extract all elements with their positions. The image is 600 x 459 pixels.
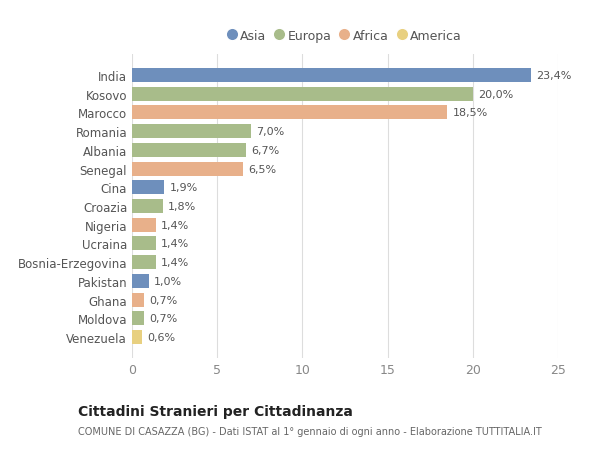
Bar (132, 125, 251, 139)
Text: 0,6%: 0,6% (148, 332, 175, 342)
Bar (132, 200, 163, 213)
Bar (132, 330, 142, 344)
Bar (132, 237, 156, 251)
Bar (132, 88, 473, 101)
Text: 1,4%: 1,4% (161, 257, 189, 268)
Bar (132, 293, 144, 307)
Text: 1,8%: 1,8% (168, 202, 196, 212)
Bar (132, 274, 149, 288)
Text: 1,4%: 1,4% (161, 220, 189, 230)
Text: 20,0%: 20,0% (478, 90, 513, 100)
Text: 1,9%: 1,9% (169, 183, 198, 193)
Text: Cittadini Stranieri per Cittadinanza: Cittadini Stranieri per Cittadinanza (78, 404, 353, 419)
Bar (132, 312, 144, 325)
Text: 6,5%: 6,5% (248, 164, 276, 174)
Text: 0,7%: 0,7% (149, 313, 177, 324)
Bar (132, 144, 246, 157)
Text: COMUNE DI CASAZZA (BG) - Dati ISTAT al 1° gennaio di ogni anno - Elaborazione TU: COMUNE DI CASAZZA (BG) - Dati ISTAT al 1… (78, 426, 542, 436)
Text: 7,0%: 7,0% (256, 127, 284, 137)
Text: 23,4%: 23,4% (536, 71, 571, 81)
Text: 6,7%: 6,7% (251, 146, 280, 156)
Text: 18,5%: 18,5% (452, 108, 488, 118)
Bar (132, 162, 243, 176)
Bar (132, 256, 156, 269)
Bar (132, 218, 156, 232)
Bar (132, 181, 164, 195)
Bar (132, 69, 531, 83)
Legend: Asia, Europa, Africa, America: Asia, Europa, Africa, America (224, 25, 466, 48)
Text: 0,7%: 0,7% (149, 295, 177, 305)
Bar (132, 106, 447, 120)
Text: 1,0%: 1,0% (154, 276, 182, 286)
Text: 1,4%: 1,4% (161, 239, 189, 249)
